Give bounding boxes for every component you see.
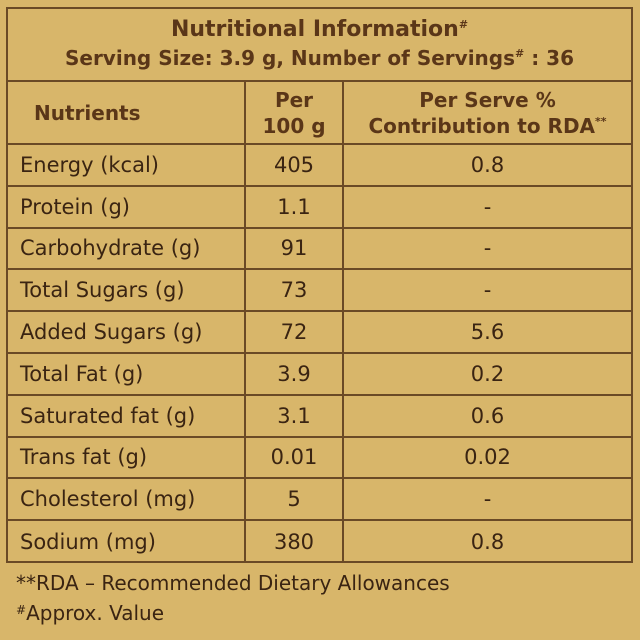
table-row: Trans fat (g) 0.01 0.02 [8, 435, 631, 480]
table-row: Energy (kcal) 405 0.8 [8, 143, 631, 187]
serving-mark: # [515, 47, 525, 60]
nutrient-name: Protein (g) [8, 184, 246, 229]
footnote-rda: **RDA – Recommended Dietary Allowances [16, 571, 450, 595]
per-100g-value: 405 [244, 143, 344, 187]
rda-value: 0.02 [342, 435, 631, 480]
rda-value: 0.6 [342, 393, 631, 438]
per-100g-value: 1.1 [244, 184, 344, 229]
footnotes: **RDA – Recommended Dietary Allowances #… [16, 568, 450, 628]
table-header-row: Nutrients Per 100 g Per Serve % Contributi… [8, 82, 631, 145]
nutrient-name: Saturated fat (g) [8, 393, 246, 438]
nutrient-name: Cholesterol (mg) [8, 477, 246, 522]
per-100g-value: 380 [244, 519, 344, 562]
title-block: Nutritional Information# Serving Size: 3… [8, 9, 631, 82]
footnote-approx-text: Approx. Value [26, 601, 165, 625]
nutrient-name: Added Sugars (g) [8, 310, 246, 354]
table-row: Total Sugars (g) 73 - [8, 268, 631, 313]
table-row: Protein (g) 1.1 - [8, 184, 631, 229]
panel-title: Nutritional Information# [8, 9, 631, 44]
title-mark: # [458, 18, 469, 31]
per-100g-value: 91 [244, 226, 344, 271]
table-row: Sodium (mg) 380 0.8 [8, 519, 631, 562]
header-per-100g-line2: 100 g [262, 113, 326, 138]
nutrient-name: Sodium (mg) [8, 519, 246, 562]
nutrient-name: Total Fat (g) [8, 351, 246, 396]
header-nutrients: Nutrients [8, 82, 246, 145]
rda-value: 0.8 [342, 143, 631, 187]
serving-prefix: Serving Size: 3.9 g, Number of Servings [64, 46, 516, 70]
rda-value: 0.8 [342, 519, 631, 562]
nutrition-panel: Nutritional Information# Serving Size: 3… [6, 7, 633, 563]
nutrient-name: Energy (kcal) [8, 143, 246, 187]
rda-value: - [342, 477, 631, 522]
per-100g-value: 3.9 [244, 351, 344, 396]
table-row: Saturated fat (g) 3.1 0.6 [8, 393, 631, 438]
header-rda-mark: ** [595, 114, 607, 128]
header-per-100g: Per 100 g [244, 82, 344, 145]
per-100g-value: 73 [244, 268, 344, 313]
footnote-approx: #Approx. Value [16, 598, 450, 628]
table-row: Added Sugars (g) 72 5.6 [8, 310, 631, 354]
rda-value: - [342, 226, 631, 271]
per-100g-value: 72 [244, 310, 344, 354]
header-rda-line1: Per Serve % [419, 87, 556, 112]
rda-value: 5.6 [342, 310, 631, 354]
header-rda: Per Serve % Contribution to RDA** [342, 82, 631, 145]
table-row: Total Fat (g) 3.9 0.2 [8, 351, 631, 396]
footnote-approx-mark: # [16, 603, 27, 617]
table-row: Carbohydrate (g) 91 - [8, 226, 631, 271]
nutrient-name: Carbohydrate (g) [8, 226, 246, 271]
serving-suffix: : 36 [524, 46, 575, 70]
rda-value: - [342, 184, 631, 229]
per-100g-value: 3.1 [244, 393, 344, 438]
header-per-100g-line1: Per [274, 87, 314, 112]
per-100g-value: 0.01 [244, 435, 344, 480]
nutrient-name: Trans fat (g) [8, 435, 246, 480]
panel-title-text: Nutritional Information [170, 17, 459, 42]
serving-info: Serving Size: 3.9 g, Number of Servings#… [8, 44, 631, 72]
nutrient-name: Total Sugars (g) [8, 268, 246, 313]
rda-value: - [342, 268, 631, 313]
rda-value: 0.2 [342, 351, 631, 396]
header-rda-line2: Contribution to RDA [368, 113, 596, 138]
per-100g-value: 5 [244, 477, 344, 522]
nutrition-table: Nutrients Per 100 g Per Serve % Contributi… [8, 82, 631, 562]
table-row: Cholesterol (mg) 5 - [8, 477, 631, 522]
